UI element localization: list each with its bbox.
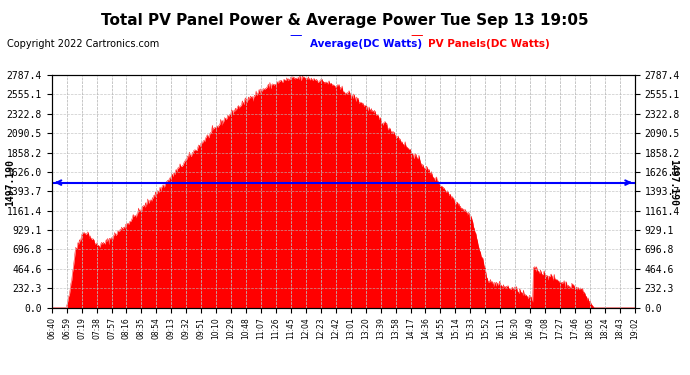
Text: —: —: [290, 29, 302, 42]
Text: 1497.190: 1497.190: [668, 159, 678, 206]
Text: PV Panels(DC Watts): PV Panels(DC Watts): [428, 39, 549, 50]
Text: —: —: [411, 29, 423, 42]
Text: Total PV Panel Power & Average Power Tue Sep 13 19:05: Total PV Panel Power & Average Power Tue…: [101, 13, 589, 28]
Text: 1497.190: 1497.190: [5, 159, 14, 206]
Text: Average(DC Watts): Average(DC Watts): [310, 39, 422, 50]
Text: Copyright 2022 Cartronics.com: Copyright 2022 Cartronics.com: [7, 39, 159, 50]
